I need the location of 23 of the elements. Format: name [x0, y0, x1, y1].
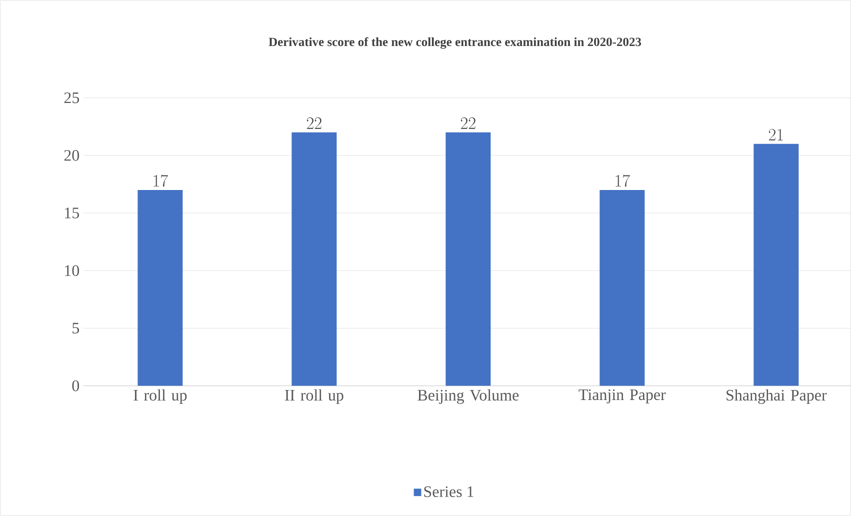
x-tick-label: Shanghai Paper [726, 389, 827, 404]
y-tick-label: 15 [65, 208, 80, 218]
x-tick-label: Tianjin Paper [578, 389, 666, 404]
bar [754, 144, 799, 386]
bar [446, 132, 491, 386]
y-tick-label: 5 [72, 322, 80, 334]
x-tick-label: Beijing Volume [418, 389, 519, 404]
y-tick-label: 0 [72, 380, 80, 392]
chart-title: Derivative score of the new college entrance examination in 2020-2023 [268, 37, 642, 49]
y-tick-label: 10 [65, 265, 80, 276]
bar [600, 190, 645, 386]
data-label: 22 [306, 117, 322, 129]
bar [138, 190, 183, 386]
data-label: 22 [460, 117, 476, 129]
data-label: 17 [154, 174, 168, 187]
y-tick-label: 25 [64, 92, 80, 104]
x-tick-label: II roll up [284, 389, 344, 404]
y-tick-label: 20 [64, 150, 80, 161]
data-label: 17 [616, 174, 630, 187]
legend-label: Series 1 [424, 486, 474, 498]
x-tick-label: I roll up [134, 389, 187, 404]
bar [292, 132, 337, 386]
data-label: 21 [768, 128, 783, 140]
